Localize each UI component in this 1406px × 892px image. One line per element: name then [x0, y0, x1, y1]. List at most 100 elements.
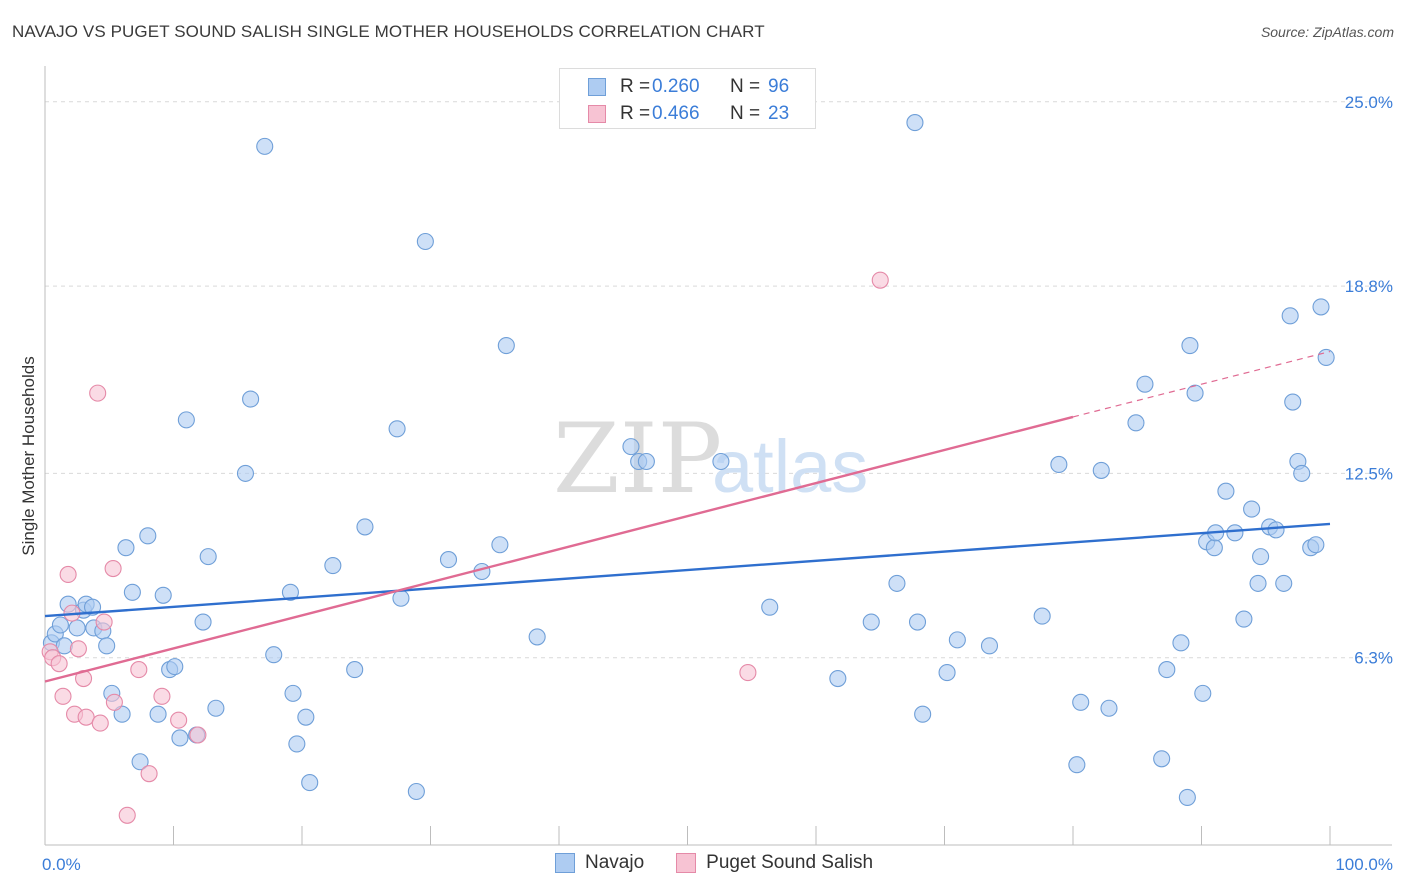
point-navajo: [83, 598, 102, 616]
point-salish: [140, 765, 158, 783]
trend-line-salish-extension: [1072, 350, 1331, 418]
point-navajo: [1284, 393, 1302, 411]
point-navajo: [242, 390, 260, 408]
point-navajo: [829, 669, 847, 688]
legend-row-navajo: R = 0.260 N = 96: [588, 75, 789, 99]
point-navajo: [1226, 524, 1244, 542]
point-salish: [170, 711, 188, 729]
legend-label-navajo: Navajo: [585, 852, 645, 873]
point-salish: [59, 565, 77, 584]
point-navajo: [439, 551, 458, 569]
legend-r-value: 0.466: [652, 103, 700, 124]
legend-swatch-navajo: [588, 78, 606, 96]
point-navajo: [51, 616, 69, 634]
point-salish: [50, 655, 68, 673]
legend-row-salish: R = 0.466 N = 23: [588, 102, 789, 126]
point-navajo: [1127, 414, 1145, 432]
y-tick-label: 12.5%: [1345, 464, 1393, 483]
point-navajo: [1050, 455, 1068, 474]
point-navajo: [123, 583, 141, 601]
point-salish: [104, 559, 122, 578]
y-axis-label: Single Mother Households: [19, 356, 38, 555]
point-navajo: [1100, 699, 1118, 717]
y-tick-label: 25.0%: [1345, 93, 1393, 112]
point-navajo: [98, 637, 116, 655]
trend-lines: [44, 350, 1331, 683]
legend-item-navajo[interactable]: Navajo: [555, 852, 644, 874]
point-navajo: [149, 705, 167, 723]
point-salish: [871, 271, 889, 289]
point-navajo: [281, 583, 299, 601]
x-tick-labels: 0.0% 100.0%: [42, 855, 1393, 874]
point-navajo: [177, 411, 195, 429]
point-navajo: [324, 557, 342, 575]
legend-label-salish: Puget Sound Salish: [706, 852, 874, 873]
point-navajo: [938, 664, 956, 682]
point-salish: [739, 664, 757, 682]
legend-n-value: 96: [768, 76, 790, 97]
point-navajo: [301, 774, 319, 792]
point-navajo: [194, 613, 212, 631]
point-navajo: [497, 337, 515, 355]
trend-line-salish: [44, 415, 1074, 683]
point-navajo: [1217, 482, 1235, 500]
point-salish: [54, 687, 72, 705]
x-tick-label: 0.0%: [42, 855, 81, 874]
point-navajo: [392, 589, 410, 607]
data-points: [41, 114, 1335, 824]
point-salish: [89, 384, 107, 402]
point-navajo: [416, 232, 434, 251]
point-navajo: [1068, 756, 1086, 774]
point-navajo: [1293, 464, 1311, 482]
point-navajo: [906, 114, 924, 132]
point-navajo: [1205, 539, 1223, 557]
point-navajo: [407, 782, 425, 801]
point-navajo: [948, 631, 966, 649]
point-navajo: [1136, 375, 1154, 393]
point-navajo: [1194, 684, 1212, 702]
point-navajo: [1153, 750, 1171, 768]
point-navajo: [1158, 661, 1176, 679]
point-navajo: [1275, 574, 1293, 592]
point-navajo: [622, 438, 640, 456]
point-navajo: [117, 539, 135, 557]
trend-line-navajo: [44, 522, 1331, 618]
x-tick-label: 100.0%: [1335, 855, 1393, 874]
point-salish: [91, 714, 109, 732]
point-navajo: [980, 637, 999, 655]
point-navajo: [637, 452, 655, 471]
point-navajo: [346, 661, 364, 679]
watermark-atlas: atlas: [712, 425, 868, 508]
point-navajo: [1181, 337, 1199, 355]
point-navajo: [284, 684, 302, 702]
point-navajo: [1312, 298, 1330, 316]
point-navajo: [1252, 548, 1270, 566]
y-tick-labels: 6.3% 12.5% 18.8% 25.0%: [1345, 93, 1393, 668]
legend-item-salish[interactable]: Puget Sound Salish: [676, 852, 873, 874]
point-navajo: [388, 420, 406, 438]
axes: [44, 66, 1392, 846]
point-navajo: [297, 708, 315, 726]
point-navajo: [914, 705, 932, 723]
point-navajo: [166, 658, 184, 676]
legend-r-label: R =: [620, 103, 651, 124]
point-navajo: [139, 527, 157, 545]
legend-swatch-salish: [676, 853, 697, 873]
point-navajo: [1249, 574, 1267, 592]
point-navajo: [908, 613, 927, 631]
point-navajo: [207, 699, 225, 717]
point-navajo: [1092, 461, 1110, 479]
legend-swatch-salish: [588, 105, 606, 123]
point-salish: [69, 640, 87, 658]
legend-r-value: 0.260: [652, 76, 700, 97]
point-navajo: [236, 464, 255, 482]
point-navajo: [528, 628, 546, 646]
legend-r-label: R =: [620, 76, 651, 97]
point-salish: [118, 806, 136, 824]
stats-legend: R = 0.260 N = 96 R = 0.466 N = 23: [559, 68, 816, 129]
chart-title: NAVAJO VS PUGET SOUND SALISH SINGLE MOTH…: [12, 22, 765, 41]
legend-swatch-navajo: [555, 853, 575, 873]
point-navajo: [199, 548, 217, 566]
point-navajo: [712, 452, 730, 471]
